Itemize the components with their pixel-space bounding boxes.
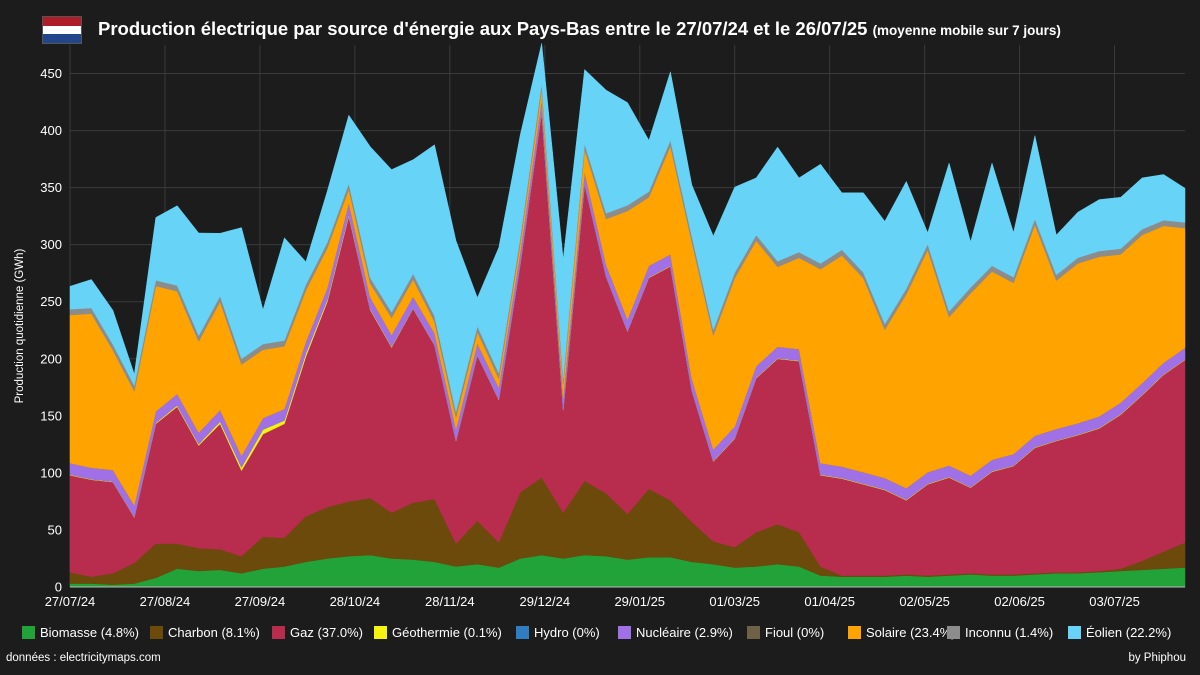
author-credit: by Phiphou [1128, 652, 1186, 664]
y-tick-label: 400 [40, 123, 62, 138]
x-tick-label: 28/11/24 [425, 594, 475, 609]
y-tick-label: 300 [40, 237, 62, 252]
chart-subtitle: (moyenne mobile sur 7 jours) [872, 23, 1061, 38]
legend-item: Solaire (23.4%) [848, 624, 956, 642]
legend-swatch [747, 626, 760, 639]
legend-label: Inconnu (1.4%) [965, 625, 1054, 640]
legend-item: Fioul (0%) [747, 624, 824, 642]
x-tick-label: 28/10/24 [330, 594, 381, 609]
legend-swatch [516, 626, 529, 639]
legend-item: Charbon (8.1%) [150, 624, 260, 642]
legend-label: Solaire (23.4%) [866, 625, 956, 640]
x-tick-label: 27/07/24 [45, 594, 96, 609]
y-tick-label: 100 [40, 465, 62, 480]
legend-label: Fioul (0%) [765, 625, 825, 640]
legend-swatch [272, 626, 285, 639]
legend-item: Éolien (22.2%) [1068, 624, 1171, 642]
x-tick-label: 27/08/24 [140, 594, 191, 609]
y-tick-label: 0 [55, 580, 62, 595]
legend-label: Nucléaire (2.9%) [636, 625, 733, 640]
chart-legend: Biomasse (4.8%) Charbon (8.1%) Gaz (37.0%)… [22, 624, 1192, 644]
flag-stripe-white [43, 25, 81, 35]
flag-stripe-red [43, 17, 81, 26]
legend-swatch [374, 626, 387, 639]
x-tick-label: 29/12/24 [519, 594, 570, 609]
x-tick-label: 29/01/25 [614, 594, 665, 609]
legend-swatch [150, 626, 163, 639]
legend-label: Charbon (8.1%) [168, 625, 260, 640]
legend-swatch [618, 626, 631, 639]
area-series-eolien [69, 43, 1186, 412]
x-tick-label: 01/04/25 [804, 594, 855, 609]
x-tick-label: 02/05/25 [899, 594, 950, 609]
legend-swatch [1068, 626, 1081, 639]
legend-label: Hydro (0%) [534, 625, 600, 640]
chart-title-block: Production électrique par source d'énerg… [98, 18, 1061, 40]
chart-axes: 0 50 100 150 200 250 300 350 400 450 27/07/24 27/08… [40, 66, 1185, 609]
data-source-note: données : electricitymaps.com [6, 652, 161, 664]
chart-areas [69, 43, 1186, 588]
legend-item: Inconnu (1.4%) [947, 624, 1053, 642]
flag-stripe-blue [43, 34, 81, 43]
y-tick-label: 50 [48, 522, 62, 537]
y-tick-label: 450 [40, 66, 62, 81]
legend-swatch [848, 626, 861, 639]
legend-item: Nucléaire (2.9%) [618, 624, 733, 642]
legend-item: Gaz (37.0%) [272, 624, 363, 642]
legend-item: Hydro (0%) [516, 624, 600, 642]
legend-label: Biomasse (4.8%) [40, 625, 139, 640]
legend-label: Éolien (22.2%) [1086, 625, 1172, 640]
stacked-area-chart: 0 50 100 150 200 250 300 350 400 450 27/07/24 27/08… [40, 43, 1186, 609]
chart-title: Production électrique par source d'énerg… [98, 18, 868, 39]
legend-item: Biomasse (4.8%) [22, 624, 139, 642]
y-tick-label: 350 [40, 180, 62, 195]
x-tick-label: 27/09/24 [235, 594, 286, 609]
x-tick-label: 01/03/25 [709, 594, 760, 609]
y-tick-label: 250 [40, 294, 62, 309]
x-tick-label: 02/06/25 [994, 594, 1045, 609]
netherlands-flag-icon [42, 16, 82, 44]
legend-swatch [22, 626, 35, 639]
x-tick-label: 03/07/25 [1089, 594, 1140, 609]
y-tick-label: 150 [40, 408, 62, 423]
legend-label: Géothermie (0.1%) [392, 625, 502, 640]
legend-item: Géothermie (0.1%) [374, 624, 502, 642]
legend-swatch [947, 626, 960, 639]
legend-label: Gaz (37.0%) [290, 625, 363, 640]
y-tick-label: 200 [40, 351, 62, 366]
